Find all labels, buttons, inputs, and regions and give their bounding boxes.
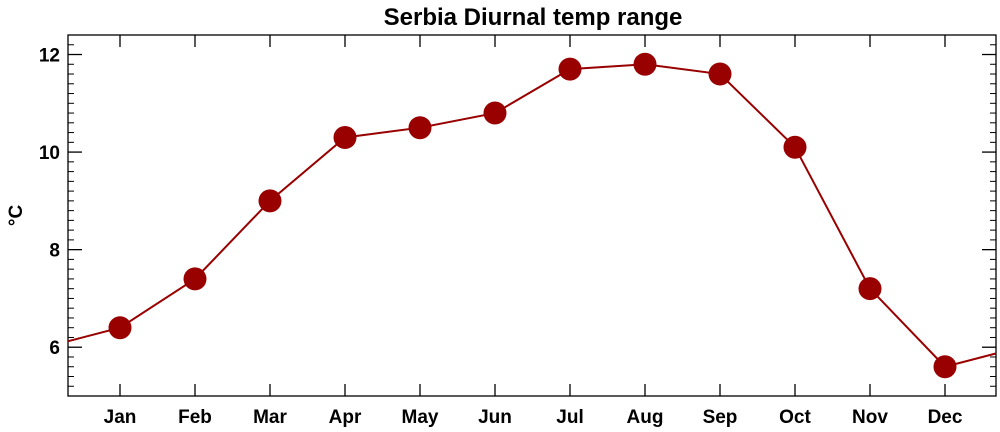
- data-point-sep: [708, 62, 732, 86]
- x-tick-label-aug: Aug: [627, 407, 664, 428]
- y-tick-label: 10: [39, 143, 60, 164]
- plot-frame: [67, 34, 997, 397]
- data-point-apr: [333, 125, 357, 149]
- data-point-oct: [783, 135, 807, 159]
- series-line: [68, 63, 996, 368]
- x-tick-labels: Jan Feb Mar Apr May Jun Jul Aug Sep Oct Nov Dec: [104, 407, 963, 428]
- y-tick-labels: 6 8 10 12: [39, 46, 60, 360]
- y-tick-label: 12: [39, 46, 60, 67]
- y-tick-label: 6: [49, 338, 60, 359]
- data-point-jan: [108, 316, 132, 340]
- y-tick-label: 8: [49, 241, 60, 262]
- x-tick-label-sep: Sep: [703, 407, 738, 428]
- data-point-jul: [558, 57, 582, 81]
- x-tick-label-jun: Jun: [478, 407, 512, 428]
- series-group: [68, 52, 996, 379]
- x-tick-label-oct: Oct: [779, 407, 811, 428]
- data-point-may: [408, 116, 432, 140]
- x-tick-label-jul: Jul: [556, 407, 583, 428]
- data-point-mar: [258, 189, 282, 213]
- data-point-feb: [183, 267, 207, 291]
- data-point-jun: [483, 101, 507, 125]
- x-tick-label-jan: Jan: [104, 407, 137, 428]
- x-tick-label-nov: Nov: [852, 407, 888, 428]
- x-tick-label-mar: Mar: [253, 407, 287, 428]
- y-axis-label: °C: [6, 205, 27, 227]
- x-tick-label-may: May: [402, 407, 439, 428]
- data-point-dec: [933, 355, 957, 379]
- x-tick-label-apr: Apr: [329, 407, 362, 428]
- x-tick-label-feb: Feb: [178, 407, 212, 428]
- data-point-aug: [633, 52, 657, 76]
- chart-title: Serbia Diurnal temp range: [384, 4, 683, 31]
- data-point-nov: [858, 277, 882, 301]
- axis-ticks: [68, 34, 996, 397]
- x-tick-label-dec: Dec: [928, 407, 963, 428]
